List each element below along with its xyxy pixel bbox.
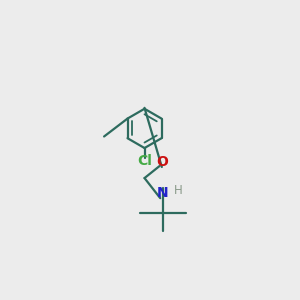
Text: N: N [157, 186, 169, 200]
Text: H: H [174, 184, 182, 197]
Text: O: O [156, 155, 168, 169]
Text: Cl: Cl [137, 154, 152, 168]
